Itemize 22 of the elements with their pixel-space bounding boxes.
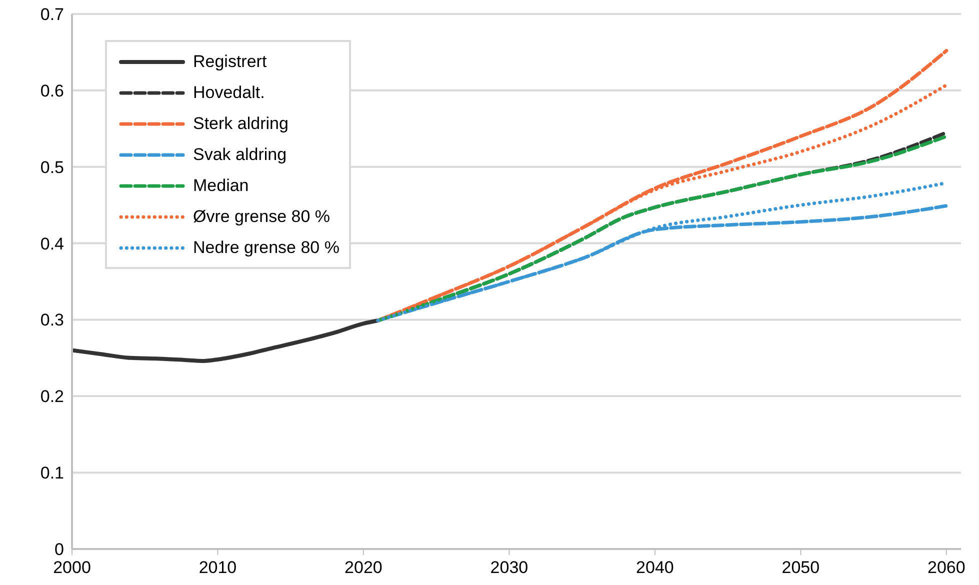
y-tick-label: 0.6 xyxy=(40,81,64,100)
y-tick-label: 0 xyxy=(54,540,64,560)
legend-label: Nedre grense 80 % xyxy=(193,238,340,258)
y-tick-label: 0.3 xyxy=(40,310,64,330)
legend-label: Registrert xyxy=(193,52,267,72)
legend-label: Hovedalt. xyxy=(193,82,265,102)
x-tick-label: 2030 xyxy=(490,558,528,578)
x-tick-label: 2060 xyxy=(928,558,966,578)
x-tick-label: 2010 xyxy=(198,558,237,578)
y-tick-label: 0.7 xyxy=(40,5,64,24)
x-tick-label: 2040 xyxy=(636,558,674,578)
x-tick-label: 2000 xyxy=(53,558,91,578)
x-tick-label: 2020 xyxy=(344,558,382,578)
y-tick-label: 0.1 xyxy=(40,464,64,483)
legend-label: Svak aldring xyxy=(193,144,287,164)
x-tick-label: 2050 xyxy=(782,558,820,578)
legend-label: Øvre grense 80 % xyxy=(193,206,330,226)
legend-label: Median xyxy=(193,176,249,196)
y-tick-label: 0.2 xyxy=(40,387,64,406)
y-tick-label: 0.5 xyxy=(40,158,64,177)
legend-label: Sterk aldring xyxy=(193,114,288,134)
y-tick-label: 0.4 xyxy=(40,234,64,254)
